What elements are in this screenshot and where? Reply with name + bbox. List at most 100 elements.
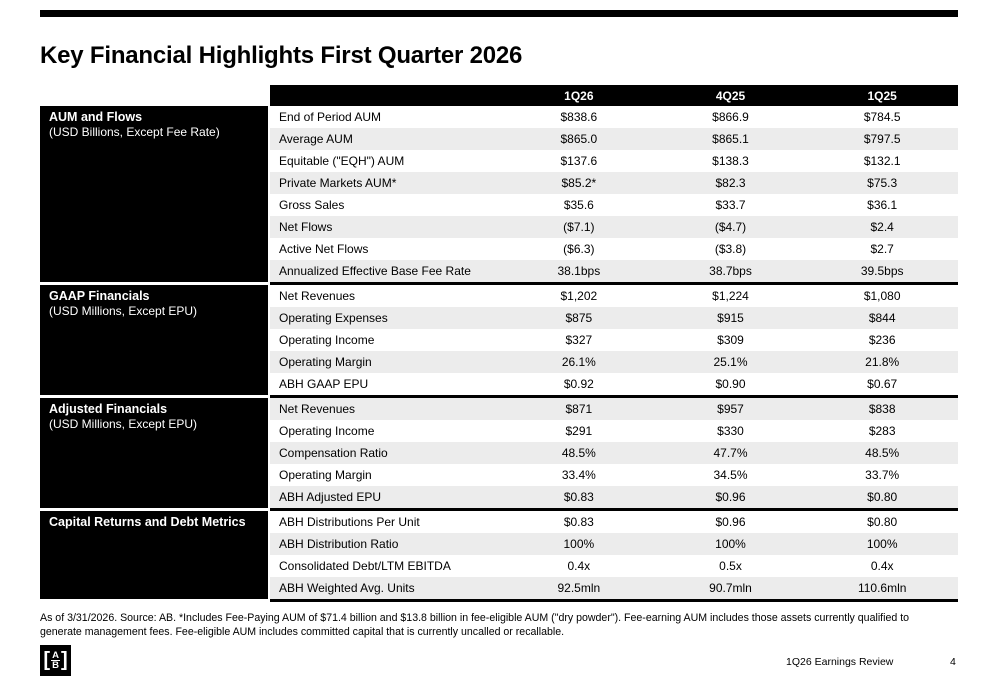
section-rows: End of Period AUM $838.6 $866.9 $784.5 Avera… [270,106,958,282]
table-row: Equitable ("EQH") AUM $137.6 $138.3 $132.1 [270,150,958,172]
table-row: ABH Distribution Ratio 100% 100% 100% [270,533,958,555]
cell-4q25: $0.90 [715,377,746,391]
section-panel: GAAP Financials (USD Millions, Except EPU… [40,285,270,395]
cell-1q26: 0.4x [567,559,591,573]
cell-4q25: 100% [715,537,746,551]
logo-letters: A B [51,649,60,671]
cell-4q25: 0.5x [719,559,742,573]
cell-4q25: ($4.7) [714,220,747,234]
cell-1q25: $283 [868,424,896,438]
table-sections: AUM and Flows (USD Billions, Except Fee R… [40,106,958,602]
table-section: Capital Returns and Debt Metrics ABH Dist… [40,511,958,599]
section-title: Adjusted Financials [49,402,168,416]
cell-1q25: 48.5% [865,446,900,460]
table-section: AUM and Flows (USD Billions, Except Fee R… [40,106,958,282]
cell-1q26: 33.4% [561,468,596,482]
section-rows: ABH Distributions Per Unit $0.83 $0.96 $0.8… [270,511,958,599]
table-row: Net Revenues $871 $957 $838 [270,398,958,420]
cell-4q25: $915 [717,311,744,325]
cell-1q25: 110.6mln [857,581,907,595]
cell-4q25: $1,224 [712,289,749,303]
logo-letter-a: A [52,649,59,661]
footer-deck-title: 1Q26 Earnings Review [786,656,894,668]
row-label: Net Revenues [279,289,356,303]
cell-1q25: $844 [868,311,896,325]
cell-4q25: 38.7bps [709,264,752,278]
cell-4q25: $82.3 [715,176,746,190]
cell-4q25: $957 [717,402,744,416]
table-row: ABH GAAP EPU $0.92 $0.90 $0.67 [270,373,958,395]
cell-1q26: $875 [565,311,593,325]
section-panel: Capital Returns and Debt Metrics [40,511,270,599]
cell-1q25: 39.5bps [860,264,904,278]
row-label: Operating Margin [279,355,372,369]
table-section: Adjusted Financials (USD Millions, Except… [40,398,958,508]
section-divider [270,599,958,602]
cell-4q25: $138.3 [712,154,749,168]
table-row: ABH Adjusted EPU $0.83 $0.96 $0.80 [270,486,958,508]
section-rows: Net Revenues $871 $957 $838 Operating Income… [270,398,958,508]
cell-1q25: $0.80 [867,515,898,529]
row-label: Net Flows [279,220,333,234]
row-label: ABH GAAP EPU [279,377,369,391]
table-row: Operating Income $327 $309 $236 [270,329,958,351]
cell-4q25: $865.1 [712,132,749,146]
row-label: Operating Expenses [279,311,388,325]
table-row: ABH Weighted Avg. Units 92.5mln 90.7mln 110… [270,577,958,599]
table-section: GAAP Financials (USD Millions, Except EPU… [40,285,958,395]
section-panel: AUM and Flows (USD Billions, Except Fee R… [40,106,270,282]
row-label: Consolidated Debt/LTM EBITDA [279,559,451,573]
table-row: Operating Expenses $875 $915 $844 [270,307,958,329]
cell-1q26: $838.6 [560,110,598,124]
cell-1q26: $871 [565,402,593,416]
table-row: Active Net Flows ($6.3) ($3.8) $2.7 [270,238,958,260]
ab-logo: [ A B ] [40,645,71,676]
cell-1q26: $865.0 [560,132,598,146]
section-title: AUM and Flows [49,110,143,124]
cell-1q26: $1,202 [560,289,598,303]
cell-1q25: $1,080 [863,289,901,303]
table-row: Consolidated Debt/LTM EBITDA 0.4x 0.5x 0.4x [270,555,958,577]
row-label: ABH Adjusted EPU [279,490,382,504]
table-row: Operating Margin 33.4% 34.5% 33.7% [270,464,958,486]
section-divider [270,508,958,511]
page-number: 4 [950,656,956,668]
table-row: Compensation Ratio 48.5% 47.7% 48.5% [270,442,958,464]
row-label: ABH Weighted Avg. Units [279,581,415,595]
financial-highlights-table: 1Q26 4Q25 1Q25 AUM and Flows (USD Billions,… [40,85,958,602]
column-header-1q25: 1Q25 [867,88,897,103]
footnote-text: As of 3/31/2026. Source: AB. *Includes F… [40,612,910,638]
cell-4q25: $866.9 [712,110,749,124]
row-label: Compensation Ratio [279,446,388,460]
row-label: Average AUM [279,132,353,146]
page-title: Key Financial Highlights First Quarter 2… [40,42,523,69]
cell-1q25: $132.1 [863,154,901,168]
cell-1q26: $137.6 [560,154,598,168]
cell-1q25: 33.7% [865,468,900,482]
cell-1q26: $0.83 [563,515,594,529]
table-row: Annualized Effective Base Fee Rate 38.1bp… [270,260,958,282]
logo-letter-b: B [51,660,60,671]
cell-1q25: $0.67 [867,377,898,391]
column-header-1q26: 1Q26 [564,88,594,103]
cell-1q26: ($7.1) [563,220,595,234]
cell-1q26: 48.5% [561,446,596,460]
table-row: Average AUM $865.0 $865.1 $797.5 [270,128,958,150]
row-label: Annualized Effective Base Fee Rate [279,264,471,278]
cell-1q26: $0.92 [563,377,594,391]
cell-4q25: $0.96 [715,515,746,529]
cell-4q25: ($3.8) [714,242,747,256]
row-label: End of Period AUM [279,110,382,124]
cell-4q25: $0.96 [715,490,746,504]
cell-4q25: $309 [717,333,744,347]
section-divider [270,395,958,398]
cell-4q25: 25.1% [713,355,748,369]
cell-1q25: 100% [866,537,898,551]
row-label: Operating Income [279,424,375,438]
cell-4q25: 90.7mln [709,581,752,595]
table-row: Operating Margin 26.1% 25.1% 21.8% [270,351,958,373]
cell-1q25: 21.8% [865,355,900,369]
table-row: Net Flows ($7.1) ($4.7) $2.4 [270,216,958,238]
cell-1q25: $75.3 [867,176,898,190]
